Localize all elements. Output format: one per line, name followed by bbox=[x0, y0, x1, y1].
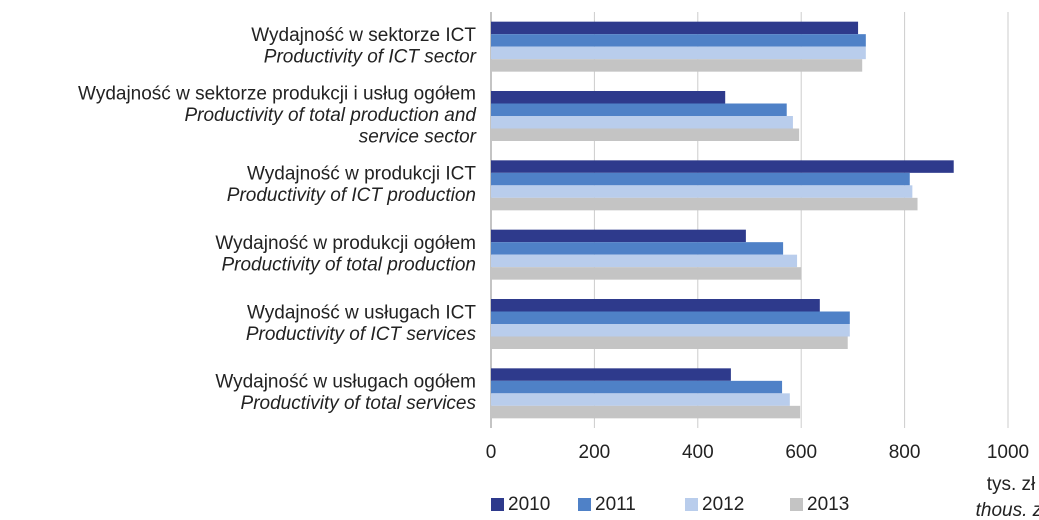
x-unit-en: thous. zl bbox=[976, 500, 1039, 520]
category-label: Wydajność w produkcji ICT bbox=[247, 164, 476, 185]
category-label: Wydajność w usługach ogółem bbox=[215, 372, 476, 393]
bar bbox=[491, 172, 910, 186]
bar bbox=[491, 267, 802, 280]
bar bbox=[491, 116, 793, 129]
bar bbox=[491, 380, 783, 394]
bar bbox=[491, 185, 913, 198]
category-label-en: Productivity of total services bbox=[241, 393, 477, 414]
category-label-en: Productivity of ICT sector bbox=[264, 46, 477, 67]
legend-label: 2012 bbox=[702, 494, 744, 515]
category-label-en: Productivity of total production and bbox=[184, 105, 477, 126]
bar bbox=[491, 103, 787, 116]
legend-label: 2013 bbox=[807, 494, 849, 515]
x-tick-label: 600 bbox=[785, 442, 817, 463]
legend-swatch bbox=[685, 498, 698, 511]
bar bbox=[491, 34, 866, 47]
x-unit: tys. zł bbox=[987, 474, 1036, 495]
category-label-en: Productivity of ICT services bbox=[246, 324, 477, 345]
bar bbox=[491, 393, 790, 406]
bar bbox=[491, 59, 863, 72]
bar bbox=[491, 46, 866, 60]
bar bbox=[491, 21, 859, 35]
bar bbox=[491, 368, 731, 381]
category-label: Wydajność w usługach ICT bbox=[247, 302, 476, 323]
bar bbox=[491, 336, 848, 349]
legend-swatch bbox=[790, 498, 803, 511]
legend-label: 2010 bbox=[508, 494, 550, 515]
x-tick-label: 0 bbox=[486, 442, 497, 463]
category-label: Wydajność w produkcji ogółem bbox=[215, 233, 476, 254]
x-tick-label: 400 bbox=[682, 442, 714, 463]
category-label-en: service sector bbox=[359, 127, 477, 148]
bar bbox=[491, 311, 850, 324]
bar bbox=[491, 229, 746, 243]
bar bbox=[491, 242, 784, 255]
legend-label: 2011 bbox=[595, 494, 636, 515]
bar bbox=[491, 405, 801, 419]
legend-swatch bbox=[491, 498, 504, 511]
legend-swatch bbox=[578, 498, 591, 511]
x-tick-label: 800 bbox=[889, 442, 921, 463]
category-label-en: Productivity of total production bbox=[221, 254, 476, 275]
bar bbox=[491, 299, 820, 312]
bar bbox=[491, 254, 798, 268]
bar bbox=[491, 128, 800, 141]
category-label-en: Productivity of ICT production bbox=[227, 185, 476, 206]
bar bbox=[491, 197, 918, 211]
x-tick-label: 1000 bbox=[987, 442, 1029, 463]
x-tick-label: 200 bbox=[579, 442, 611, 463]
bar bbox=[491, 160, 954, 173]
category-label: Wydajność w sektorze produkcji i usług o… bbox=[78, 84, 476, 105]
bar bbox=[491, 91, 726, 104]
category-label: Wydajność w sektorze ICT bbox=[251, 25, 476, 46]
bar bbox=[491, 324, 850, 337]
